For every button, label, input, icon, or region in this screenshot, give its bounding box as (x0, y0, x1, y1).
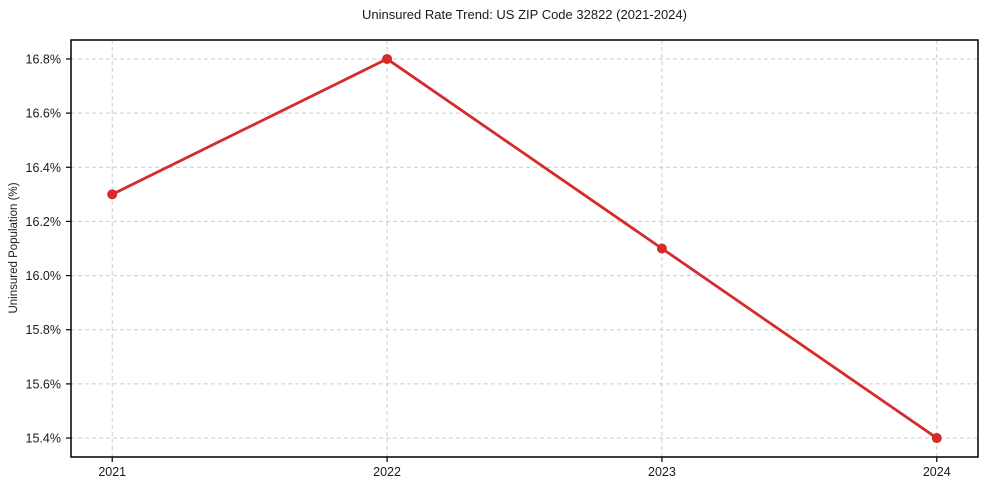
x-tick-label: 2022 (373, 465, 401, 479)
y-tick-label: 16.0% (26, 269, 61, 283)
data-point-2023 (656, 243, 667, 254)
y-tick-label: 15.6% (26, 377, 61, 391)
y-tick-label: 16.4% (26, 161, 61, 175)
x-tick-label: 2023 (648, 465, 676, 479)
chart-title: Uninsured Rate Trend: US ZIP Code 32822 … (362, 7, 687, 22)
data-point-2024 (931, 433, 942, 444)
data-point-2022 (382, 53, 393, 64)
trend-line (110, 57, 939, 440)
x-tick-label: 2024 (923, 465, 951, 479)
y-tick-label: 15.4% (26, 432, 61, 446)
y-tick-label: 16.6% (26, 107, 61, 121)
y-tick-label: 16.2% (26, 215, 61, 229)
x-tick-label: 2021 (98, 465, 126, 479)
y-tick-label: 15.8% (26, 323, 61, 337)
data-point-2021 (107, 189, 118, 200)
y-tick-label: 16.8% (26, 52, 61, 66)
plot-border (70, 39, 979, 458)
